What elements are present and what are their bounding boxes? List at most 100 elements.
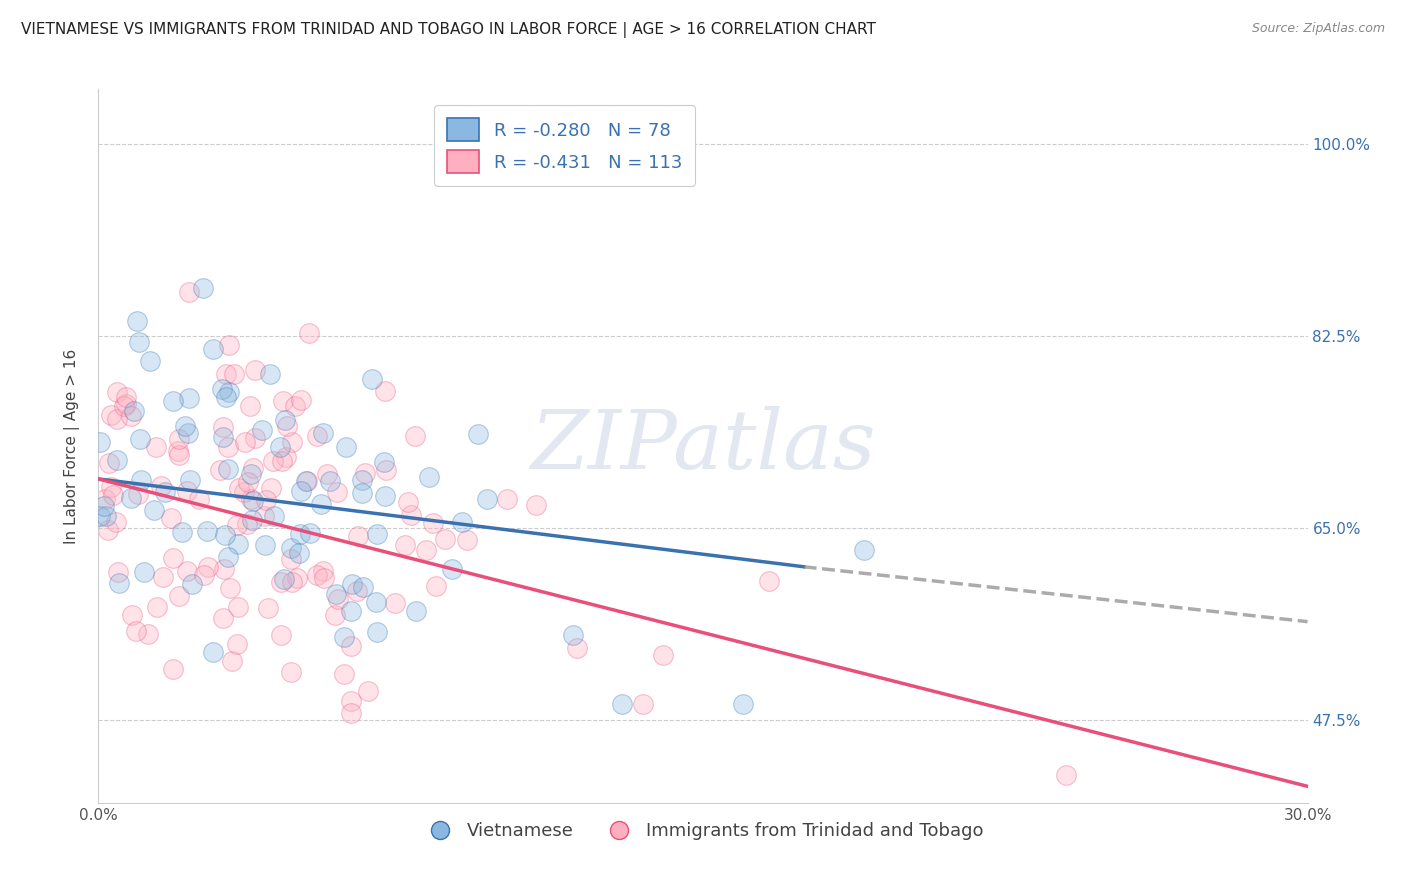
Point xyxy=(425,579,447,593)
Point xyxy=(384,596,406,610)
Point xyxy=(217,549,239,564)
Point xyxy=(561,628,583,642)
Point xyxy=(149,478,172,492)
Point xyxy=(651,648,673,662)
Point xyxy=(284,399,307,413)
Point xyxy=(134,565,156,579)
Point xyxy=(259,367,281,381)
Point xyxy=(215,390,238,404)
Point xyxy=(305,568,328,582)
Point xyxy=(120,491,142,506)
Point xyxy=(374,384,396,398)
Point xyxy=(353,466,375,480)
Point xyxy=(233,434,256,449)
Point xyxy=(170,524,193,539)
Point xyxy=(162,661,184,675)
Point xyxy=(100,408,122,422)
Point xyxy=(105,453,128,467)
Point xyxy=(350,473,373,487)
Point xyxy=(181,577,204,591)
Point xyxy=(319,474,342,488)
Legend: Vietnamese, Immigrants from Trinidad and Tobago: Vietnamese, Immigrants from Trinidad and… xyxy=(415,815,991,847)
Point xyxy=(357,683,380,698)
Point xyxy=(340,706,363,720)
Point xyxy=(94,491,117,506)
Point xyxy=(242,461,264,475)
Point xyxy=(280,665,302,679)
Point xyxy=(280,434,302,449)
Point xyxy=(145,440,167,454)
Point xyxy=(299,525,322,540)
Point xyxy=(340,639,363,653)
Point xyxy=(105,411,128,425)
Point xyxy=(228,481,250,495)
Point xyxy=(211,382,233,396)
Point xyxy=(280,552,302,566)
Point xyxy=(240,467,263,481)
Point xyxy=(374,489,396,503)
Point xyxy=(316,467,339,482)
Point xyxy=(167,444,190,458)
Point xyxy=(240,491,263,506)
Point xyxy=(440,562,463,576)
Point xyxy=(495,491,517,506)
Point xyxy=(273,393,295,408)
Point xyxy=(107,384,129,399)
Point xyxy=(97,456,120,470)
Point xyxy=(467,427,489,442)
Point xyxy=(89,435,111,450)
Point xyxy=(758,574,780,588)
Point xyxy=(97,523,120,537)
Point xyxy=(212,420,235,434)
Point xyxy=(311,564,333,578)
Text: Source: ZipAtlas.com: Source: ZipAtlas.com xyxy=(1251,22,1385,36)
Point xyxy=(120,409,142,423)
Point xyxy=(274,413,297,427)
Point xyxy=(242,514,264,528)
Point xyxy=(242,493,264,508)
Point xyxy=(394,538,416,552)
Point xyxy=(288,546,311,560)
Point xyxy=(456,533,478,548)
Point xyxy=(188,491,211,506)
Point xyxy=(107,565,129,579)
Point xyxy=(415,543,437,558)
Point xyxy=(373,454,395,468)
Point xyxy=(273,572,295,586)
Point xyxy=(323,608,346,623)
Point xyxy=(201,343,224,357)
Point xyxy=(225,518,247,533)
Point xyxy=(104,515,127,529)
Point xyxy=(399,508,422,523)
Point xyxy=(346,583,368,598)
Point xyxy=(364,595,387,609)
Point xyxy=(434,532,457,546)
Point xyxy=(295,474,318,488)
Point xyxy=(121,607,143,622)
Point xyxy=(174,418,197,433)
Point xyxy=(250,423,273,437)
Point xyxy=(326,592,349,607)
Point xyxy=(179,391,201,405)
Point xyxy=(366,526,388,541)
Point xyxy=(128,432,150,446)
Point xyxy=(366,625,388,640)
Point xyxy=(270,574,292,589)
Point xyxy=(270,454,292,468)
Point xyxy=(233,484,256,499)
Point xyxy=(195,524,218,539)
Point xyxy=(1054,768,1077,782)
Point xyxy=(218,384,240,399)
Point xyxy=(418,470,440,484)
Point xyxy=(451,515,474,529)
Point xyxy=(162,551,184,566)
Point xyxy=(100,480,122,494)
Point xyxy=(396,495,419,509)
Point xyxy=(128,335,150,350)
Point xyxy=(253,508,276,523)
Point xyxy=(212,562,235,576)
Point xyxy=(276,418,298,433)
Point xyxy=(262,454,284,468)
Point xyxy=(333,630,356,644)
Point xyxy=(93,500,115,514)
